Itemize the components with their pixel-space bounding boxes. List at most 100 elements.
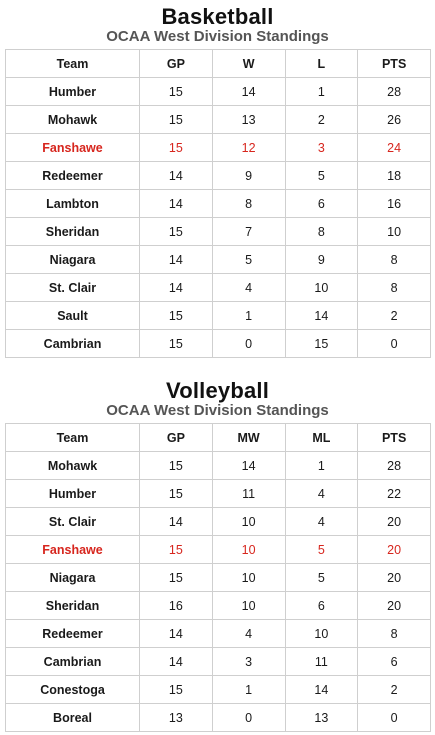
table-row: St. Clair 14 4 10 8: [5, 273, 431, 302]
stat-cell: 14: [139, 189, 213, 218]
stat-cell: 28: [357, 77, 431, 106]
team-name-cell: St. Clair: [5, 507, 140, 536]
stat-cell: 10: [284, 273, 359, 302]
column-header-gp: GP: [139, 49, 213, 78]
team-name-cell: Redeemer: [5, 619, 140, 648]
stat-cell: 15: [139, 301, 213, 330]
stat-cell: 15: [139, 77, 213, 106]
stat-cell: 5: [284, 535, 359, 564]
stat-cell: 6: [357, 647, 431, 676]
stat-cell: 15: [139, 535, 213, 564]
team-name-cell: Niagara: [5, 563, 140, 592]
stat-cell: 16: [139, 591, 213, 620]
stat-cell: 18: [357, 161, 431, 190]
team-name-cell: Humber: [5, 77, 140, 106]
table-row: Sheridan 16 10 6 20: [5, 591, 431, 620]
stat-cell: 15: [139, 675, 213, 704]
column-header-w: W: [211, 49, 286, 78]
table-row: Mohawk 15 13 2 26: [5, 105, 431, 134]
stat-cell: 8: [284, 217, 359, 246]
stat-cell: 13: [211, 105, 286, 134]
column-header-team: Team: [5, 423, 140, 452]
stat-cell: 15: [139, 563, 213, 592]
column-header-mw: MW: [211, 423, 286, 452]
stat-cell: 15: [139, 479, 213, 508]
stat-cell: 15: [139, 105, 213, 134]
team-name-cell: Niagara: [5, 245, 140, 274]
stat-cell: 14: [284, 675, 359, 704]
stat-cell: 14: [139, 245, 213, 274]
stat-cell: 14: [139, 619, 213, 648]
stat-cell: 26: [357, 105, 431, 134]
column-header-l: L: [284, 49, 359, 78]
stat-cell: 15: [139, 133, 213, 162]
table-row: Mohawk 15 14 1 28: [5, 451, 431, 480]
column-header-pts: PTS: [357, 423, 431, 452]
basketball-subtitle: OCAA West Division Standings: [106, 28, 329, 45]
stat-cell: 13: [139, 703, 213, 732]
stat-cell: 6: [284, 591, 359, 620]
team-name-cell: Sheridan: [5, 217, 140, 246]
stat-cell: 15: [139, 217, 213, 246]
table-row: Redeemer 14 9 5 18: [5, 161, 431, 190]
volleyball-subtitle: OCAA West Division Standings: [106, 402, 329, 419]
stat-cell: 8: [211, 189, 286, 218]
stat-cell: 8: [357, 245, 431, 274]
stat-cell: 20: [357, 507, 431, 536]
table-row: Humber 15 11 4 22: [5, 479, 431, 508]
table-row: Redeemer 14 4 10 8: [5, 619, 431, 648]
stat-cell: 14: [284, 301, 359, 330]
table-row: Sheridan 15 7 8 10: [5, 217, 431, 246]
table-row: Conestoga 15 1 14 2: [5, 675, 431, 704]
team-name-cell: Redeemer: [5, 161, 140, 190]
table-row: Fanshawe 15 12 3 24: [5, 133, 431, 162]
basketball-standings-table: Team GP W L PTS Humber 15 14 1 28 Mohawk 15 13 2…: [5, 49, 431, 358]
table-row: St. Clair 14 10 4 20: [5, 507, 431, 536]
stat-cell: 5: [211, 245, 286, 274]
stat-cell: 20: [357, 563, 431, 592]
stat-cell: 4: [284, 507, 359, 536]
team-name-cell: Humber: [5, 479, 140, 508]
volleyball-standings-table: Team GP MW ML PTS Mohawk 15 14 1 28 Humber 15 1…: [5, 423, 431, 732]
stat-cell: 1: [284, 451, 359, 480]
stat-cell: 12: [211, 133, 286, 162]
table-row: Sault 15 1 14 2: [5, 301, 431, 330]
stat-cell: 4: [211, 273, 286, 302]
table-row: Fanshawe 15 10 5 20: [5, 535, 431, 564]
column-header-team: Team: [5, 49, 140, 78]
stat-cell: 6: [284, 189, 359, 218]
stat-cell: 3: [211, 647, 286, 676]
column-header-ml: ML: [284, 423, 359, 452]
stat-cell: 14: [139, 273, 213, 302]
volleyball-table-body: Mohawk 15 14 1 28 Humber 15 11 4 22 St. Clair 14 10 4…: [5, 451, 431, 732]
stat-cell: 10: [211, 507, 286, 536]
stat-cell: 14: [139, 507, 213, 536]
table-row: Niagara 14 5 9 8: [5, 245, 431, 274]
stat-cell: 4: [284, 479, 359, 508]
stat-cell: 13: [284, 703, 359, 732]
stat-cell: 14: [139, 647, 213, 676]
team-name-cell: Sheridan: [5, 591, 140, 620]
table-row: Lambton 14 8 6 16: [5, 189, 431, 218]
stat-cell: 11: [284, 647, 359, 676]
stat-cell: 4: [211, 619, 286, 648]
stat-cell: 2: [284, 105, 359, 134]
table-header-row: Team GP W L PTS: [5, 49, 431, 78]
team-name-cell: Mohawk: [5, 451, 140, 480]
stat-cell: 5: [284, 563, 359, 592]
stat-cell: 9: [284, 245, 359, 274]
team-name-cell: Mohawk: [5, 105, 140, 134]
stat-cell: 9: [211, 161, 286, 190]
table-row: Humber 15 14 1 28: [5, 77, 431, 106]
volleyball-section: Volleyball OCAA West Division Standings …: [5, 380, 431, 732]
table-row: Boreal 13 0 13 0: [5, 703, 431, 732]
basketball-table-body: Humber 15 14 1 28 Mohawk 15 13 2 26 Fanshawe 15 12 3 2…: [5, 77, 431, 358]
stat-cell: 14: [211, 451, 286, 480]
stat-cell: 15: [284, 329, 359, 358]
stat-cell: 2: [357, 301, 431, 330]
team-name-cell: Lambton: [5, 189, 140, 218]
stat-cell: 16: [357, 189, 431, 218]
stat-cell: 22: [357, 479, 431, 508]
stat-cell: 10: [211, 563, 286, 592]
stat-cell: 0: [211, 329, 286, 358]
